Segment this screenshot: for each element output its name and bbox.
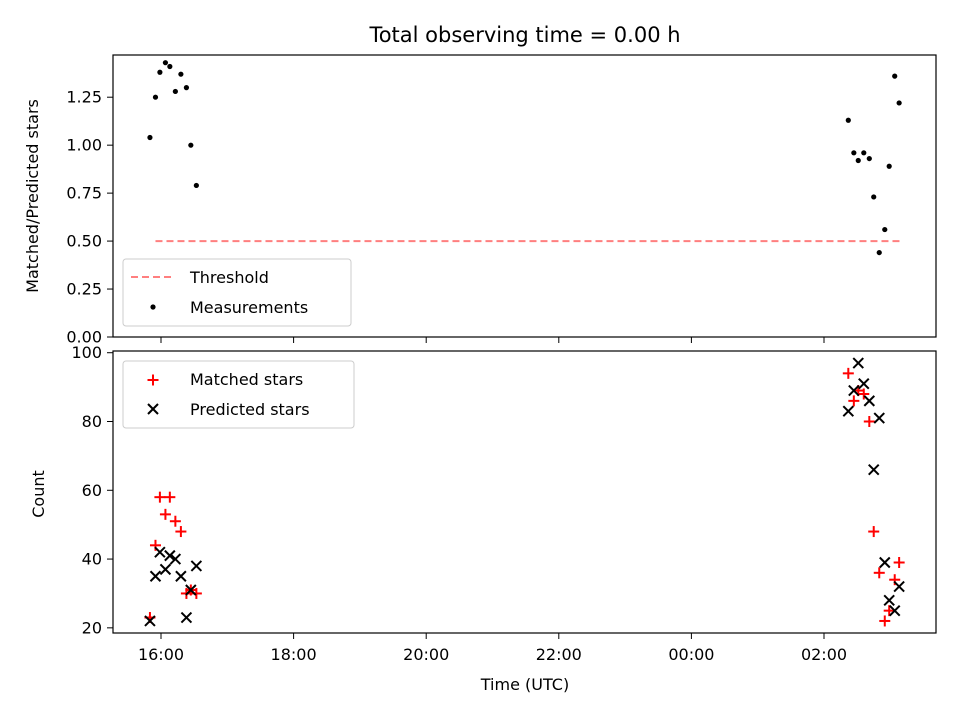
count-y-tick-label: 100 <box>71 343 102 362</box>
measurement-point <box>188 142 194 148</box>
measurement-point <box>178 71 184 77</box>
matched-star-point <box>863 416 875 427</box>
ratio-panel: 0.00 0.25 0.50 0.75 1.00 1.25 Matched/Predict… <box>23 54 937 347</box>
ratio-y-tick-label: 1.25 <box>66 88 102 107</box>
measurement-point <box>896 100 902 106</box>
x-tick-label: 02:00 <box>801 645 847 664</box>
predicted-star-point <box>159 563 172 576</box>
matched-star-point <box>858 388 870 400</box>
x-tick-label: 18:00 <box>271 645 317 664</box>
matched-star-point <box>893 557 905 568</box>
count-panel: 20 40 60 80 100 16:00 18:00 20:00 22:00 00:00 02:… <box>29 343 937 694</box>
predicted-star-point <box>848 384 860 397</box>
measurement-point <box>845 117 851 123</box>
predicted-star-point <box>858 377 870 390</box>
measurement-point <box>876 249 882 256</box>
measurement-point <box>892 73 898 79</box>
matched-star-point <box>164 491 176 503</box>
predicted-star-point <box>852 357 864 369</box>
matched-star-point <box>879 615 891 627</box>
measurement-point <box>855 157 861 164</box>
predicted-star-point <box>154 546 166 558</box>
matched-star-point <box>159 508 171 520</box>
measurement-point <box>866 155 872 162</box>
ratio-y-tick-label: 0.75 <box>66 184 102 203</box>
figure-title: Total observing time = 0.00 h <box>368 23 680 47</box>
x-tick-label: 16:00 <box>138 645 184 664</box>
measurement-point <box>886 163 892 169</box>
legend-predicted-label: Predicted stars <box>190 400 310 419</box>
measurement-point <box>871 194 877 200</box>
measurement-point <box>183 85 190 91</box>
matched-star-point <box>873 567 885 579</box>
ratio-legend-box <box>122 258 352 327</box>
ratio-legend: Threshold Measurements <box>122 258 352 327</box>
ratio-y-tick-label: 0.50 <box>66 232 102 251</box>
predicted-star-point <box>175 570 187 582</box>
predicted-star-point <box>868 463 880 476</box>
legend-predicted-swatch <box>147 403 159 415</box>
x-axis-label: Time (UTC) <box>480 675 569 694</box>
legend-measurements-label: Measurements <box>190 298 308 317</box>
x-tick-label: 00:00 <box>668 645 714 664</box>
measurement-point <box>162 60 169 66</box>
matched-star-point <box>848 395 860 407</box>
measurement-point <box>147 134 153 141</box>
count-legend: Matched stars Predicted stars <box>122 360 355 429</box>
matched-star-point <box>883 605 895 617</box>
legend-threshold-label: Threshold <box>189 268 269 287</box>
x-tick-label: 20:00 <box>403 645 449 664</box>
predicted-star-point <box>164 549 176 562</box>
matched-star-point <box>190 587 202 599</box>
predicted-star-point <box>149 570 162 582</box>
count-y-tick-label: 60 <box>82 481 102 500</box>
predicted-star-point <box>169 553 182 565</box>
measurement-point <box>172 88 178 95</box>
matched-star-point <box>154 491 166 503</box>
legend-matched-swatch <box>147 374 159 386</box>
measurement-point <box>193 182 199 189</box>
predicted-star-point <box>873 412 885 424</box>
predicted-star-point <box>180 611 193 624</box>
count-y-tick-label: 40 <box>82 550 102 569</box>
predicted-star-point <box>185 584 197 596</box>
legend-matched-label: Matched stars <box>190 370 303 389</box>
ratio-y-tick-label: 0.00 <box>66 328 102 347</box>
measurement-point <box>851 150 857 156</box>
predicted-star-point <box>893 580 905 593</box>
matched-star-point <box>175 526 187 538</box>
predicted-star-point <box>842 405 855 417</box>
predicted-star-point <box>863 395 876 407</box>
matched-star-point <box>842 367 854 379</box>
legend-measurements-swatch <box>150 304 156 310</box>
measurement-point <box>861 150 867 156</box>
predicted-star-point <box>889 604 901 617</box>
measurement-point <box>882 226 888 233</box>
ratio-plot-frame <box>112 54 937 338</box>
count-legend-box <box>122 360 355 429</box>
matched-star-point <box>169 515 181 527</box>
ratio-y-tick-label: 1.00 <box>66 136 102 155</box>
count-y-axis-label: Count <box>29 470 48 518</box>
count-plot-frame <box>112 350 937 634</box>
measurement-point <box>152 94 159 100</box>
predicted-star-point <box>883 594 895 607</box>
predicted-star-point <box>190 560 203 572</box>
predicted-star-point <box>879 556 891 569</box>
matched-star-point <box>868 526 880 538</box>
ratio-y-axis-label: Matched/Predicted stars <box>23 99 42 293</box>
predicted-star-point <box>144 615 156 627</box>
ratio-y-tick-label: 0.25 <box>66 280 102 299</box>
count-y-tick-label: 80 <box>82 412 102 431</box>
measurement-point <box>157 69 163 75</box>
x-tick-label: 22:00 <box>536 645 582 664</box>
measurement-point <box>167 63 173 70</box>
count-y-tick-label: 20 <box>82 618 102 637</box>
